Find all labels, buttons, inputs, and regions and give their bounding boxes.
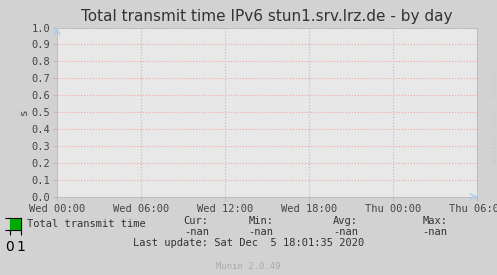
Text: Last update: Sat Dec  5 18:01:35 2020: Last update: Sat Dec 5 18:01:35 2020	[133, 238, 364, 248]
Text: Munin 2.0.49: Munin 2.0.49	[216, 262, 281, 271]
Text: -nan: -nan	[184, 227, 209, 237]
Text: Total transmit time: Total transmit time	[27, 219, 146, 229]
Text: Avg:: Avg:	[333, 216, 358, 226]
Text: Cur:: Cur:	[184, 216, 209, 226]
Text: -nan: -nan	[333, 227, 358, 237]
Y-axis label: s: s	[19, 109, 29, 115]
Text: -nan: -nan	[422, 227, 447, 237]
Title: Total transmit time IPv6 stun1.srv.lrz.de - by day: Total transmit time IPv6 stun1.srv.lrz.d…	[82, 9, 453, 24]
Text: Min:: Min:	[248, 216, 273, 226]
Text: RRDTOOL / TOBI OETIKER: RRDTOOL / TOBI OETIKER	[489, 69, 495, 162]
Text: Max:: Max:	[422, 216, 447, 226]
Text: -nan: -nan	[248, 227, 273, 237]
